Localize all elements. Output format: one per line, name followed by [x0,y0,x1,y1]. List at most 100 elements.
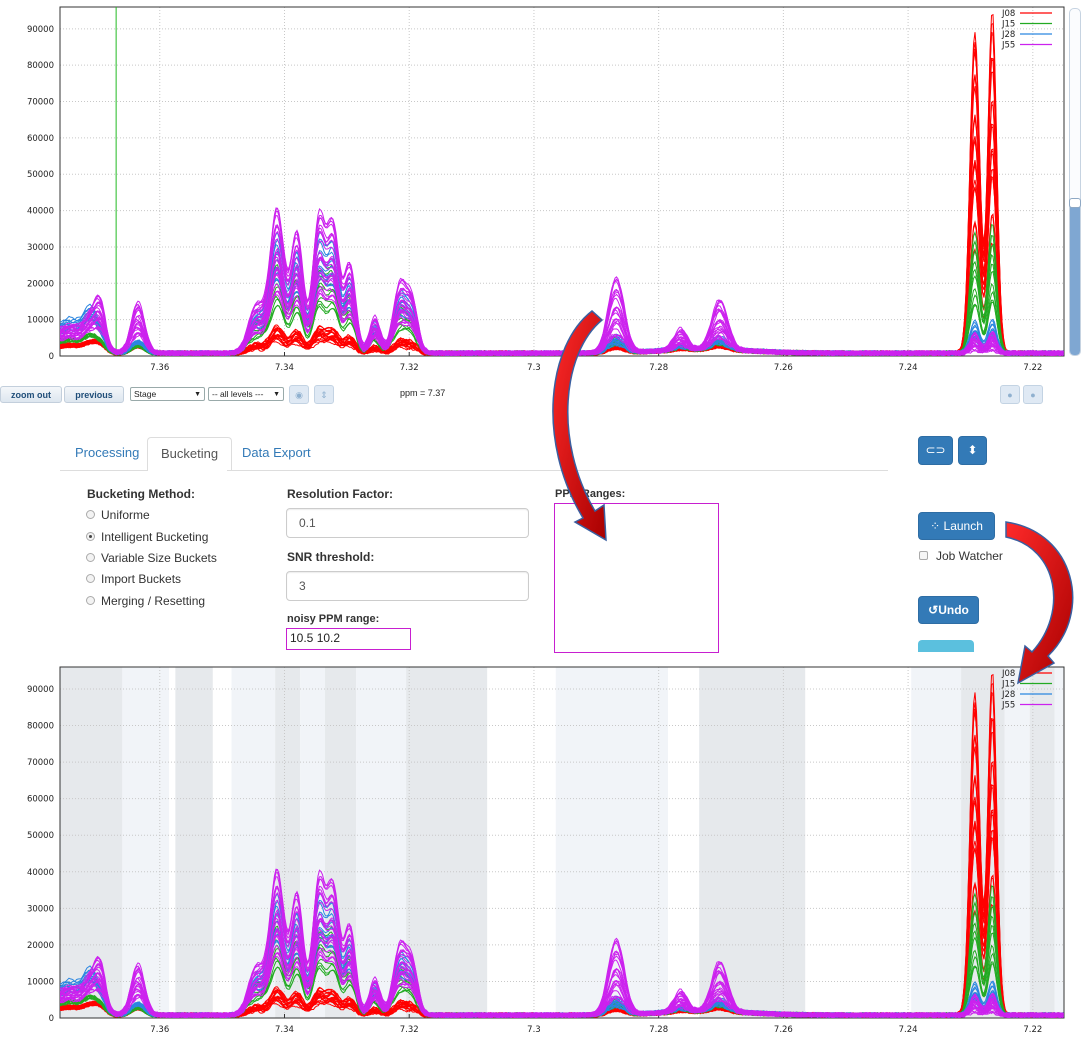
previous-button[interactable]: previous [64,386,124,403]
radio-label: Uniforme [101,508,150,522]
zoom-out-button[interactable]: zoom out [0,386,62,403]
noisy-ppm-range-label: noisy PPM range: [287,613,380,625]
link-button[interactable]: ⊂⊃ [918,436,953,465]
sort-icon[interactable]: ⇕ [314,385,334,404]
y-tick-label: 10000 [27,977,54,987]
gray-circle-icon[interactable]: ● [1023,385,1043,404]
spectrum-line [60,288,1064,356]
slider-fill [1070,205,1080,355]
spectrum-line [60,268,1064,356]
legend-label: J28 [1001,30,1015,40]
spectrum-line [60,153,1064,356]
radio-icon[interactable] [86,532,95,542]
tab-data-export[interactable]: Data Export [242,445,311,460]
legend-label: J15 [1001,680,1015,690]
spectrum-line [60,230,1064,356]
radio-label: Import Buckets [101,572,182,586]
spectrum-line [60,278,1064,356]
job-watcher-label: Job Watcher [936,549,1003,563]
radio-icon[interactable] [86,574,95,584]
levels-select-value: -- all levels --- [212,389,264,399]
spectrum-line [60,270,1064,356]
radio-icon[interactable] [86,510,95,520]
y-tick-label: 20000 [27,941,54,951]
spectrum-line [60,224,1064,356]
spectrum-chart-bottom[interactable]: 0 10000 20000 30000 40000 50000 60000 70000 8000… [0,655,1085,1039]
link-icon: ⊂⊃ [925,443,946,457]
spectrum-line [60,239,1064,356]
resolution-factor-input[interactable]: 0.1 [286,508,529,538]
x-tick-label: 7.26 [774,1025,793,1035]
radio-import-buckets[interactable]: Import Buckets [86,571,181,587]
x-tick-label: 7.22 [1023,1025,1042,1035]
bucket-region [911,667,962,1018]
spectrum-line [60,22,1064,356]
resolution-factor-label: Resolution Factor: [287,487,394,501]
legend-label: J55 [1001,701,1015,711]
undo-button[interactable]: ↺Undo [918,596,979,624]
x-tick-label: 7.22 [1023,363,1042,373]
gray-round-icon[interactable]: ◉ [289,385,309,404]
spectrum-chart-top[interactable]: 0 10000 20000 30000 40000 50000 60000 70000 8000… [0,0,1085,380]
stage-select-value: Stage [134,389,157,399]
vertical-zoom-slider[interactable] [1069,8,1081,356]
spectrum-line [60,13,1064,356]
tab-divider [60,470,888,471]
x-tick-label: 7.24 [899,1025,918,1035]
snr-threshold-input[interactable]: 3 [286,571,529,601]
stage-select[interactable]: Stage ▼ [130,387,205,401]
y-tick-label: 0 [49,1014,54,1024]
bucket-region [1054,667,1064,1018]
job-watcher-checkbox[interactable]: Job Watcher [919,549,1003,563]
spectrum-line [60,253,1064,356]
tab-bucketing[interactable]: Bucketing [147,437,233,471]
spectrum-line [60,34,1064,356]
spectrum-line [60,103,1064,356]
spectrum-line [60,290,1064,356]
sort-icon: ⬍ [967,443,978,457]
tab-processing[interactable]: Processing [75,445,140,460]
x-tick-label: 7.24 [899,363,918,373]
legend-label: J08 [1001,9,1015,19]
spectrum-line [60,273,1064,356]
spectrum-line [60,251,1064,356]
undo-icon: ↺ [928,603,939,617]
spectrum-line [60,224,1064,356]
tab-active-cover [148,469,227,472]
radio-icon[interactable] [86,596,95,606]
undo-label: Undo [938,603,969,617]
spectrum-line [60,268,1064,356]
bucket-region [122,667,170,1018]
y-tick-label: 30000 [27,904,54,914]
spectrum-line [60,100,1064,356]
radio-icon[interactable] [86,553,95,563]
checkbox-icon[interactable] [919,551,928,561]
snr-threshold-label: SNR threshold: [287,550,375,564]
radio-merging-resetting[interactable]: Merging / Resetting [86,593,205,609]
spectrum-line [60,148,1064,356]
spectrum-line [60,226,1064,356]
radio-intelligent-bucketing[interactable]: Intelligent Bucketing [86,529,208,545]
noisy-ppm-range-textarea[interactable]: 10.5 10.2 [286,628,411,650]
spectrum-line [60,231,1064,356]
x-tick-label: 7.3 [527,363,541,373]
levels-select[interactable]: -- all levels --- ▼ [208,387,284,401]
y-tick-label: 30000 [27,243,54,253]
gray-circle-icon[interactable]: ● [1000,385,1020,404]
slider-handle[interactable] [1069,198,1081,208]
legend-label: J15 [1001,20,1015,30]
ppm-ranges-textarea[interactable] [554,503,719,653]
spectrum-line [60,213,1064,356]
spectrum-line [60,277,1064,356]
spectrum-line [60,253,1064,356]
series-group [60,13,1064,356]
radio-variable-size-buckets[interactable]: Variable Size Buckets [86,550,217,566]
launch-button[interactable]: ⁘ Launch [918,512,995,540]
x-tick-label: 7.3 [527,1025,541,1035]
legend-label: J28 [1001,690,1015,700]
radio-uniforme[interactable]: Uniforme [86,507,150,523]
sort-button[interactable]: ⬍ [958,436,987,465]
radio-label: Merging / Resetting [101,594,206,608]
spectrum-line [60,238,1064,356]
partial-button[interactable] [918,640,974,652]
